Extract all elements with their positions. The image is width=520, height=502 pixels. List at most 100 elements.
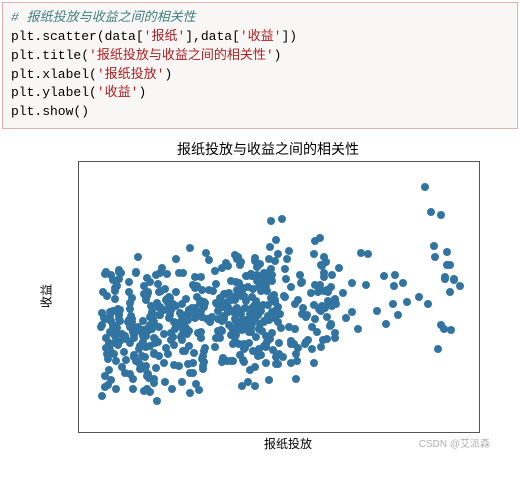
scatter-point	[167, 329, 175, 337]
scatter-point	[170, 341, 178, 349]
scatter-point	[303, 311, 311, 319]
scatter-point	[335, 264, 343, 272]
scatter-point	[166, 311, 174, 319]
scatter-point	[291, 300, 299, 308]
scatter-point	[186, 389, 194, 397]
scatter-point	[275, 350, 283, 358]
scatter-point	[394, 311, 402, 319]
x-tick-label: 20	[156, 432, 167, 433]
scatter-point	[297, 279, 305, 287]
x-tick-label: 60	[283, 432, 294, 433]
scatter-point	[232, 278, 240, 286]
scatter-point	[190, 349, 198, 357]
scatter-point	[231, 296, 239, 304]
scatter-point	[241, 304, 249, 312]
scatter-point	[262, 359, 270, 367]
scatter-point	[98, 321, 106, 329]
scatter-point	[128, 294, 136, 302]
scatter-point	[218, 298, 226, 306]
scatter-point	[142, 296, 150, 304]
scatter-point	[126, 370, 134, 378]
scatter-point	[314, 288, 322, 296]
scatter-point	[198, 286, 206, 294]
scatter-point	[248, 272, 256, 280]
scatter-point	[166, 299, 174, 307]
scatter-point	[115, 311, 123, 319]
scatter-point	[239, 284, 247, 292]
scatter-point	[154, 280, 162, 288]
scatter-point	[197, 328, 205, 336]
scatter-point	[132, 268, 140, 276]
scatter-point	[172, 255, 180, 263]
x-tick-label: 0	[95, 432, 101, 433]
scatter-point	[146, 313, 154, 321]
scatter-point	[189, 369, 197, 377]
scatter-point	[141, 365, 149, 373]
scatter-point	[320, 253, 328, 261]
scatter-point	[283, 255, 291, 263]
scatter-point	[311, 315, 319, 323]
scatter-point	[229, 340, 237, 348]
scatter-point	[140, 387, 148, 395]
scatter-point	[292, 375, 300, 383]
scatter-point	[104, 381, 112, 389]
scatter-point	[122, 356, 130, 364]
scatter-point	[251, 305, 259, 313]
scatter-point	[112, 385, 120, 393]
scatter-point	[182, 295, 190, 303]
scatter-point	[316, 234, 324, 242]
scatter-point	[348, 279, 356, 287]
scatter-point	[342, 314, 350, 322]
scatter-point	[364, 250, 372, 258]
scatter-point	[112, 357, 120, 365]
code-line: plt.show()	[11, 103, 509, 122]
scatter-point	[287, 337, 295, 345]
scatter-point	[242, 297, 250, 305]
scatter-point	[115, 266, 123, 274]
scatter-point	[178, 378, 186, 386]
scatter-point	[214, 307, 222, 315]
scatter-point	[212, 334, 220, 342]
scatter-point	[235, 325, 243, 333]
scatter-point	[331, 329, 339, 337]
scatter-point	[380, 272, 388, 280]
scatter-point	[161, 378, 169, 386]
scatter-point	[246, 366, 254, 374]
scatter-point	[179, 325, 187, 333]
scatter-point	[324, 297, 332, 305]
scatter-point	[320, 273, 328, 281]
scatter-point	[354, 325, 362, 333]
scatter-point	[294, 344, 302, 352]
scatter-point	[176, 309, 184, 317]
scatter-point	[274, 360, 282, 368]
scatter-point	[252, 297, 260, 305]
code-line: plt.xlabel('报纸投放')	[11, 66, 509, 85]
scatter-point	[399, 279, 407, 287]
scatter-point	[152, 364, 160, 372]
scatter-point	[185, 342, 193, 350]
scatter-point	[224, 262, 232, 270]
scatter-point	[317, 343, 325, 351]
scatter-point	[153, 397, 161, 405]
scatter-point	[192, 380, 200, 388]
scatter-chart: 报纸投放与收益之间的相关性 收益 10020030040002040608010…	[38, 139, 498, 452]
scatter-point	[103, 292, 111, 300]
scatter-point	[441, 273, 449, 281]
scatter-point	[287, 283, 295, 291]
scatter-point	[316, 304, 324, 312]
scatter-point	[121, 332, 129, 340]
scatter-point	[310, 250, 318, 258]
scatter-point	[134, 253, 142, 261]
scatter-point	[203, 315, 211, 323]
scatter-point	[427, 208, 435, 216]
scatter-point	[323, 286, 331, 294]
scatter-point	[272, 236, 280, 244]
scatter-point	[125, 278, 133, 286]
scatter-point	[189, 359, 197, 367]
code-line: plt.ylabel('收益')	[11, 84, 509, 103]
x-tick-label: 100	[407, 432, 424, 433]
scatter-point	[229, 357, 237, 365]
scatter-point	[274, 318, 282, 326]
scatter-point	[251, 382, 259, 390]
scatter-point	[150, 375, 158, 383]
